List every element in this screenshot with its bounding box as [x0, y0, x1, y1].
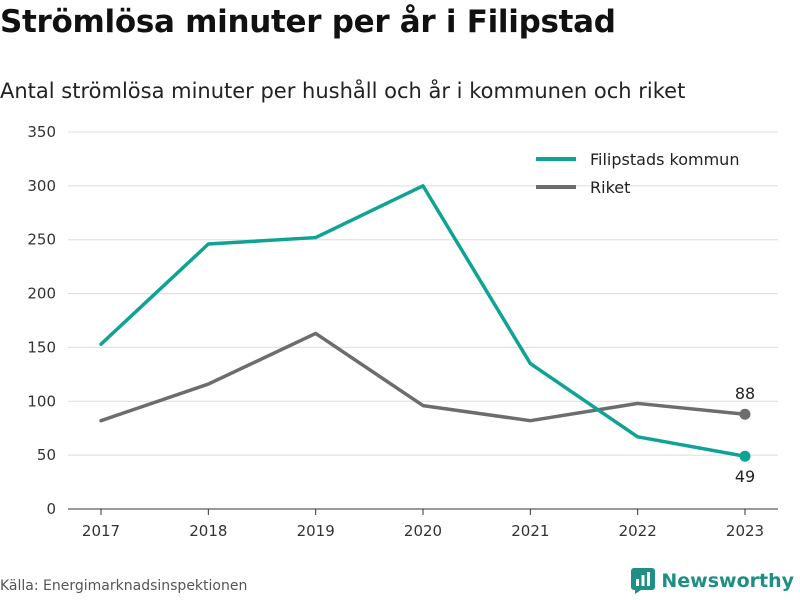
- x-tick-label: 2017: [82, 522, 120, 540]
- legend-label: Filipstads kommun: [590, 150, 739, 169]
- series-line-0: [99, 184, 747, 458]
- y-tick-label: 200: [27, 285, 56, 303]
- y-tick-label: 100: [27, 392, 56, 410]
- brand-logo: Newsworthy: [631, 568, 794, 594]
- y-axis-ticks: 0 50 100 150 200 250 300 350: [27, 123, 56, 518]
- series-lines: [99, 184, 747, 458]
- series-end-label: 88: [735, 384, 755, 403]
- x-tick-label: 2021: [511, 522, 549, 540]
- gridlines: [68, 131, 778, 456]
- legend-label: Riket: [590, 178, 630, 197]
- series-end-point: [739, 408, 751, 420]
- legend: Filipstads kommun Riket: [536, 150, 739, 197]
- x-tick-label: 2020: [404, 522, 442, 540]
- chart-subtitle: Antal strömlösa minuter per hushåll och …: [0, 79, 686, 103]
- series-end-point: [739, 450, 751, 462]
- source-note: Källa: Energimarknadsinspektionen: [0, 578, 248, 594]
- x-tick-label: 2023: [726, 522, 764, 540]
- y-tick-label: 250: [27, 231, 56, 249]
- newsworthy-logo-icon: [631, 568, 656, 594]
- x-axis: 2017 2018 2019 2020 2021 2022 2023: [68, 508, 778, 540]
- x-tick-label: 2022: [619, 522, 657, 540]
- y-tick-label: 150: [27, 338, 56, 356]
- series-endpoints: 49 88: [735, 384, 755, 486]
- brand-name: Newsworthy: [661, 570, 794, 592]
- y-tick-label: 300: [27, 177, 56, 195]
- y-tick-label: 50: [37, 446, 56, 464]
- chart-title: Strömlösa minuter per år i Filipstad: [0, 4, 616, 40]
- series-end-label: 49: [735, 467, 755, 486]
- x-tick-label: 2019: [297, 522, 335, 540]
- series-line-1: [99, 331, 747, 423]
- x-tick-label: 2018: [189, 522, 227, 540]
- y-tick-label: 0: [46, 500, 56, 518]
- y-tick-label: 350: [27, 123, 56, 141]
